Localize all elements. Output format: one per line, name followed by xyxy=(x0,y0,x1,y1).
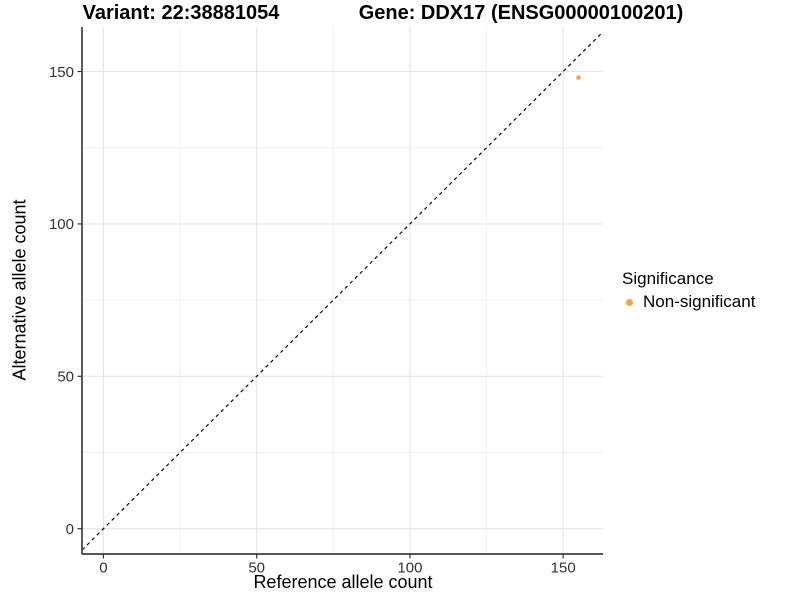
x-tick-label: 100 xyxy=(397,560,422,577)
plot-title-gene: Gene: DDX17 (ENSG00000100201) xyxy=(358,2,684,24)
y-tick-label: 100 xyxy=(49,216,74,233)
x-axis-label: Reference allele count xyxy=(253,572,433,592)
x-tick-label: 150 xyxy=(551,560,576,577)
plot-title-variant: Variant: 22:38881054 xyxy=(82,2,280,24)
y-tick-label: 50 xyxy=(57,369,74,386)
x-tick-label: 50 xyxy=(248,560,265,577)
legend: Significance Non-significant xyxy=(622,269,755,312)
legend-entry: Non-significant xyxy=(622,292,755,312)
y-axis-label: Alternative allele count xyxy=(9,199,30,381)
legend-entry-label: Non-significant xyxy=(643,292,756,311)
legend-point-icon xyxy=(626,298,633,306)
x-tick-label: 0 xyxy=(99,560,107,577)
data-point xyxy=(576,75,581,80)
y-tick-label: 0 xyxy=(66,521,74,538)
legend-title: Significance xyxy=(622,269,714,288)
y-tick-label: 150 xyxy=(49,64,74,81)
identity-line xyxy=(81,31,604,551)
